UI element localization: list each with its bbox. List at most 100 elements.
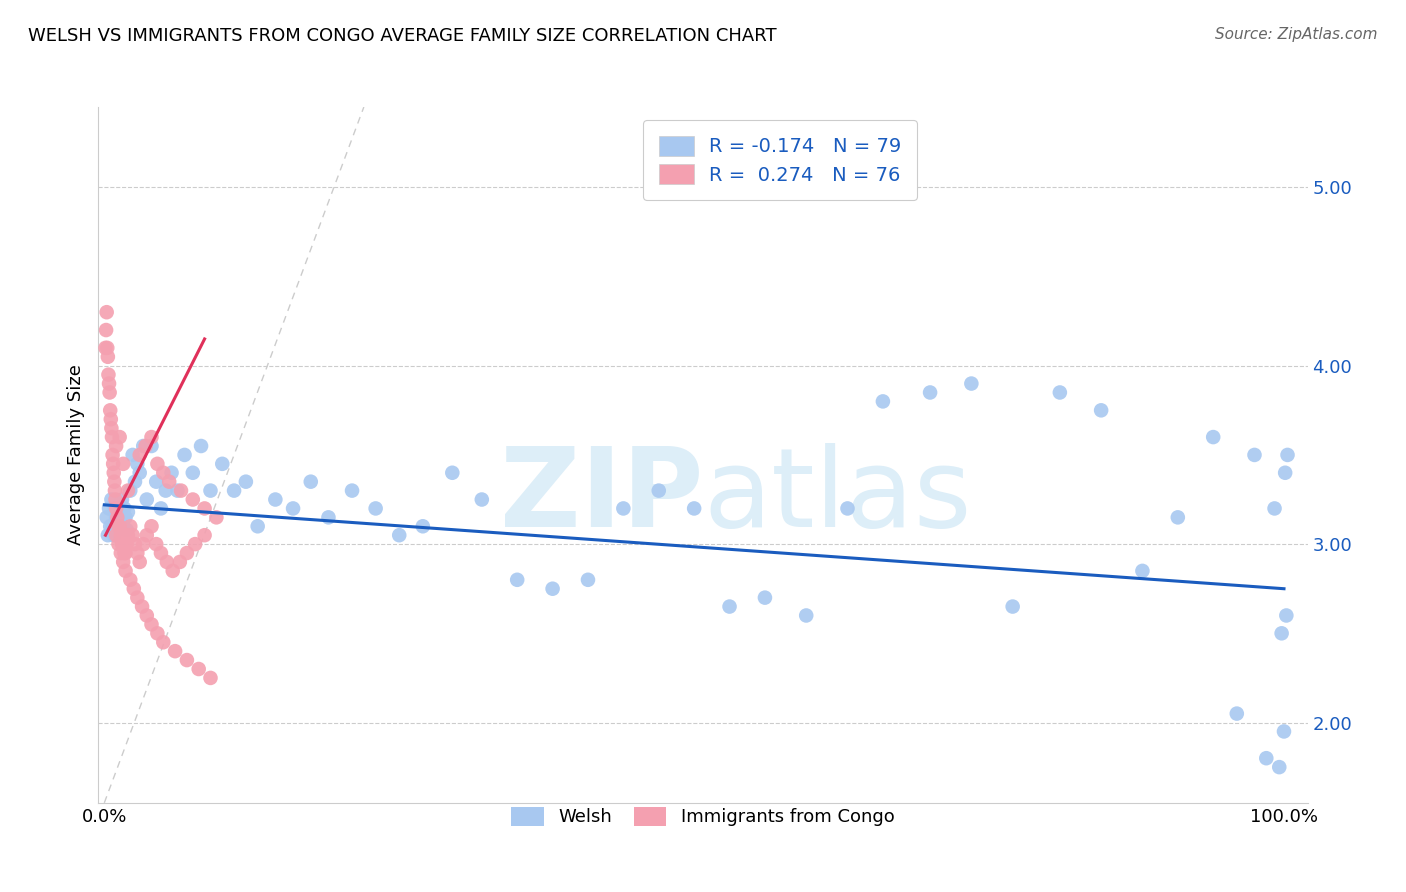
Point [388,528,411,542]
Point [149,501,172,516]
Point [837,501,859,516]
Point [104,483,127,498]
Point [128,555,150,569]
Point [872,394,894,409]
Point [146,626,169,640]
Point [920,385,942,400]
Point [94,323,117,337]
Point [364,501,387,516]
Point [112,501,135,516]
Point [111,492,134,507]
Point [127,546,149,560]
Point [117,505,139,519]
Point [117,483,139,498]
Point [181,466,204,480]
Point [104,501,127,516]
Point [114,546,136,560]
Point [107,537,129,551]
Point [98,376,121,391]
Point [318,510,340,524]
Point [173,448,195,462]
Point [194,501,217,516]
Point [471,492,494,507]
Point [111,537,134,551]
Point [1049,385,1071,400]
Point [200,671,222,685]
Point [101,457,124,471]
Point [612,501,634,516]
Point [103,466,125,480]
Point [152,635,174,649]
Point [96,510,118,524]
Point [98,403,121,417]
Point [105,439,128,453]
Point [141,430,163,444]
Text: ZIP: ZIP [499,443,703,550]
Point [149,546,172,560]
Point [112,519,135,533]
Point [97,528,120,542]
Point [181,492,204,507]
Point [146,457,169,471]
Point [718,599,741,614]
Point [115,523,138,537]
Point [754,591,776,605]
Point [1256,751,1278,765]
Point [960,376,983,391]
Point [1202,430,1225,444]
Point [200,483,222,498]
Point [187,662,209,676]
Point [104,492,127,507]
Point [165,644,187,658]
Point [98,501,121,516]
Point [794,608,817,623]
Point [162,564,184,578]
Point [1271,626,1294,640]
Point [222,483,245,498]
Point [112,537,135,551]
Point [101,519,124,533]
Point [1001,599,1024,614]
Point [205,510,228,524]
Point [412,519,434,533]
Point [141,519,163,533]
Point [155,483,177,498]
Point [246,519,269,533]
Point [141,439,163,453]
Point [96,341,118,355]
Point [98,385,121,400]
Point [1272,724,1295,739]
Y-axis label: Average Family Size: Average Family Size [66,365,84,545]
Point [145,475,167,489]
Point [112,457,135,471]
Point [541,582,564,596]
Text: atlas: atlas [703,443,972,550]
Point [94,341,117,355]
Point [122,582,145,596]
Point [100,492,122,507]
Point [1274,466,1296,480]
Point [121,448,143,462]
Point [1226,706,1249,721]
Point [132,537,155,551]
Point [98,519,121,533]
Point [1277,448,1299,462]
Point [105,510,128,524]
Point [264,492,287,507]
Point [117,528,139,542]
Point [97,350,120,364]
Point [299,475,322,489]
Point [1268,760,1291,774]
Point [683,501,706,516]
Text: Source: ZipAtlas.com: Source: ZipAtlas.com [1215,27,1378,42]
Point [103,528,125,542]
Point [135,439,157,453]
Point [169,555,191,569]
Point [110,528,132,542]
Point [441,466,464,480]
Point [156,555,179,569]
Point [100,412,122,426]
Point [120,519,142,533]
Point [124,537,146,551]
Point [170,483,193,498]
